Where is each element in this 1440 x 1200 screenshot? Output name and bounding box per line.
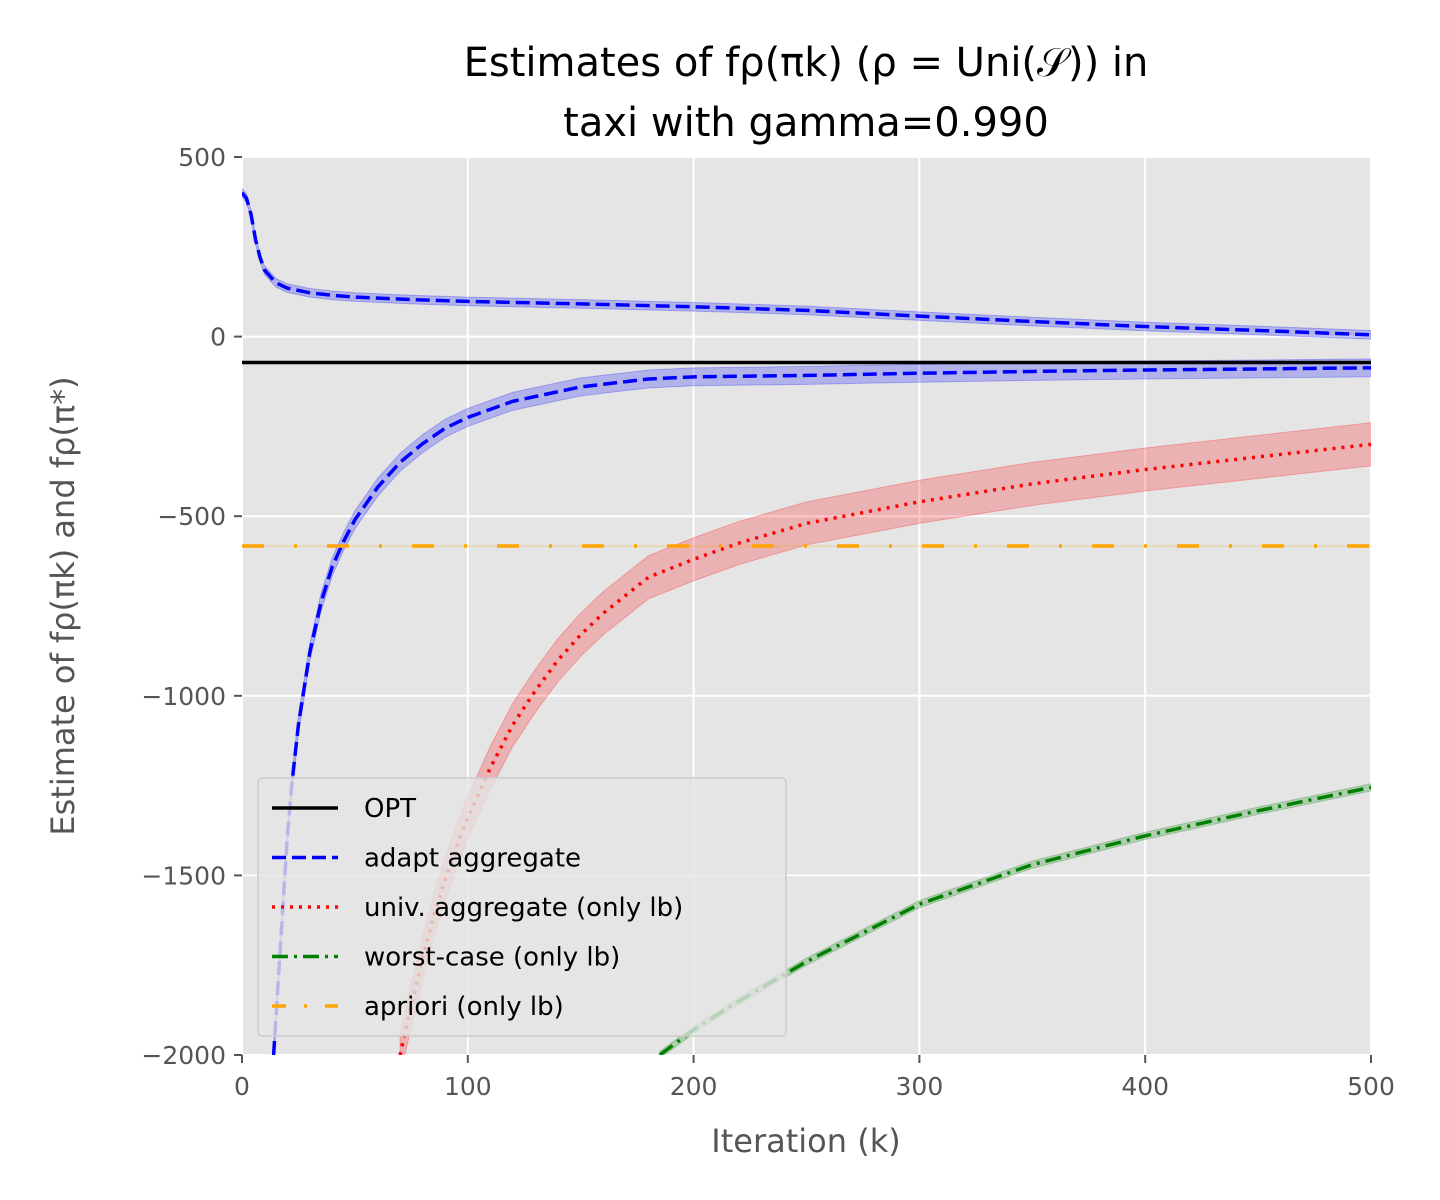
x-tick-label: 400 xyxy=(1121,1072,1169,1101)
legend-label-univ-aggregate-only-lb: univ. aggregate (only lb) xyxy=(364,893,683,923)
x-axis-label: Iteration (k) xyxy=(711,1122,900,1160)
y-tick-label: 0 xyxy=(210,323,226,352)
x-tick-label: 300 xyxy=(896,1072,944,1101)
y-tick-label: −2000 xyxy=(141,1041,226,1070)
grid xyxy=(241,156,1372,1056)
chart-title-line-2: taxi with gamma=0.990 xyxy=(563,100,1049,146)
legend-label-adapt-aggregate: adapt aggregate xyxy=(364,844,581,874)
series-line-adapt-aggregate xyxy=(271,366,1371,1055)
x-tick-label: 500 xyxy=(1347,1072,1395,1101)
y-tick-label: −500 xyxy=(157,502,226,531)
y-axis-label: Estimate of fρ(πk) and fρ(π*) xyxy=(44,376,82,835)
chart-title-line-1: Estimates of fρ(πk) (ρ = Uni(𝒮)) in xyxy=(464,40,1149,86)
x-tick-label: 100 xyxy=(444,1072,492,1101)
legend-label-apriori-only-lb: apriori (only lb) xyxy=(364,992,564,1022)
y-tick-label: 500 xyxy=(178,143,226,172)
x-tick-label: 200 xyxy=(670,1072,718,1101)
band-adapt-aggregate xyxy=(273,358,1371,1055)
y-tick-label: −1000 xyxy=(141,682,226,711)
x-tick-label: 0 xyxy=(234,1072,250,1101)
legend-box xyxy=(257,777,787,1037)
legend-label-opt: OPT xyxy=(364,794,416,824)
legend-label-worst-case-only-lb: worst-case (only lb) xyxy=(364,943,620,973)
axis-ticks: 0 100 200 300 400 500 500 0 −500 −1000 −1500 −2000 xyxy=(141,143,1394,1101)
legend: OPT adapt aggregate univ. aggregate (only … xyxy=(257,777,787,1037)
y-tick-label: −1500 xyxy=(141,861,226,890)
